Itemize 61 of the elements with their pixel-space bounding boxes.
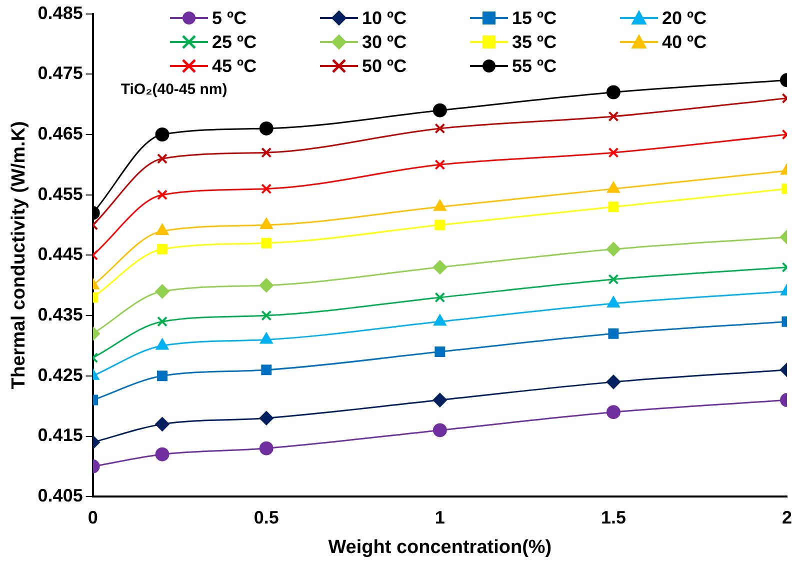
point: [434, 123, 446, 134]
y-tick-label: 0.405: [38, 486, 83, 506]
y-tick-label: 0.485: [38, 2, 83, 23]
y-tick-label: 0.445: [38, 244, 83, 264]
legend-label: 10 ºC: [362, 8, 407, 28]
point: [606, 405, 620, 420]
point: [432, 423, 447, 438]
point: [434, 292, 446, 303]
point: [434, 159, 446, 170]
point: [260, 332, 273, 344]
x-tick-label: 1.5: [600, 507, 626, 528]
point: [608, 111, 619, 122]
point: [606, 374, 620, 389]
point: [432, 260, 447, 274]
point: [259, 278, 274, 292]
point: [259, 121, 274, 136]
legend-label: 25 ºC: [212, 32, 257, 52]
legend-label: 45 ºC: [212, 56, 257, 76]
point: [432, 393, 447, 408]
point: [259, 411, 274, 426]
y-tick-label: 0.425: [38, 364, 83, 385]
point: [259, 441, 274, 456]
y-tick-label: 0.435: [38, 304, 83, 325]
point: [606, 85, 620, 100]
y-tick-label: 0.475: [38, 63, 83, 84]
legend-label: 20 ºC: [662, 8, 707, 28]
x-tick-label: 0.5: [254, 507, 279, 528]
point: [261, 364, 272, 376]
x-tick-label: 1: [434, 507, 445, 528]
point: [261, 147, 272, 158]
legend-label: 5 ºC: [212, 8, 247, 28]
legend-label: 15 ºC: [512, 8, 557, 28]
point: [261, 310, 272, 321]
point: [434, 220, 446, 230]
point: [608, 328, 619, 339]
point: [260, 218, 273, 230]
point: [432, 103, 447, 118]
y-tick-label: 0.465: [38, 123, 83, 144]
point: [607, 296, 620, 308]
legend-label: 40 ºC: [662, 32, 707, 52]
y-tick-label: 0.415: [38, 425, 83, 446]
point: [434, 346, 446, 358]
x-tick-label: 0: [88, 507, 98, 528]
legend-label: 35 ºC: [512, 32, 557, 52]
x-axis-title: Weight concentration(%): [328, 536, 552, 558]
y-tick-label: 0.455: [38, 184, 83, 204]
point: [434, 200, 446, 211]
point: [608, 202, 619, 212]
annotation: TiO₂(40-45 nm): [120, 80, 228, 98]
legend-label: 55 ºC: [512, 56, 557, 76]
legend-label: 50 ºC: [362, 56, 407, 76]
legend-label: 30 ºC: [362, 32, 407, 52]
y-axis-title: Thermal conductivity (W/m.K): [8, 121, 30, 390]
point: [261, 184, 272, 194]
point: [608, 274, 619, 285]
point: [608, 147, 619, 158]
point: [261, 238, 272, 248]
x-tick-label: 2: [782, 507, 792, 528]
point: [607, 182, 620, 193]
point: [606, 242, 620, 256]
point: [434, 314, 446, 326]
